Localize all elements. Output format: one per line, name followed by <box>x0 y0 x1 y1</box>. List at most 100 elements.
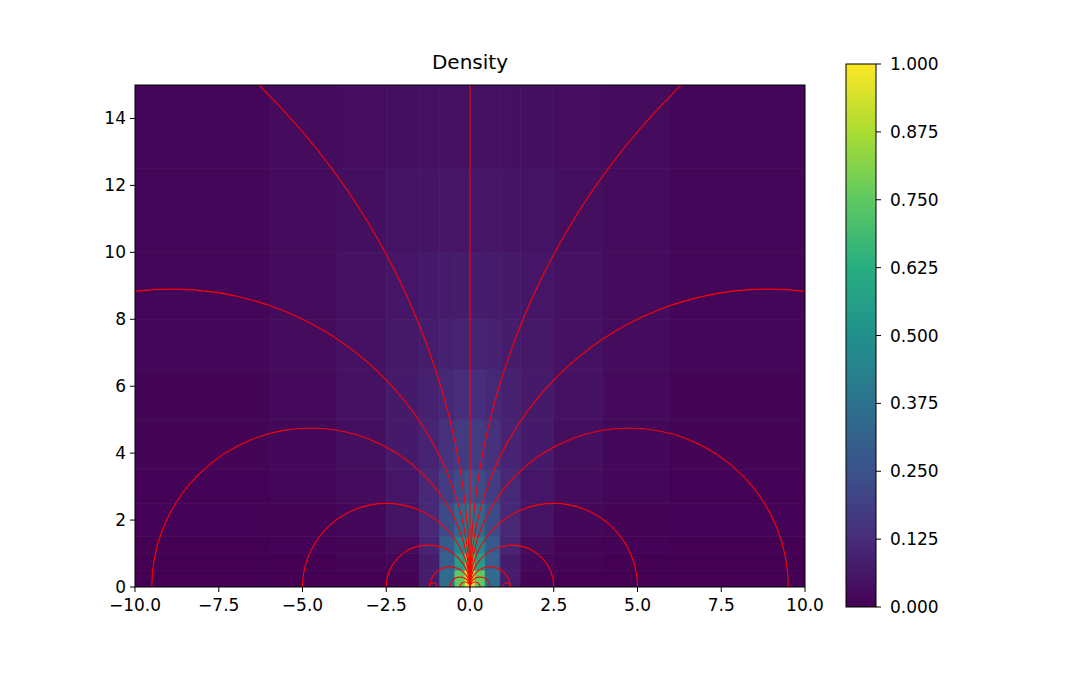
heatmap-cell <box>135 169 269 253</box>
heatmap-cell <box>336 85 386 169</box>
heatmap-cell <box>554 319 604 369</box>
y-tick-label: 8 <box>115 309 126 329</box>
heatmap-cell <box>269 503 336 536</box>
x-tick-label: 7.5 <box>708 595 735 615</box>
x-tick <box>218 587 219 592</box>
heatmap-cell <box>420 319 440 369</box>
heatmap-cell <box>604 85 671 169</box>
heatmap-cell <box>604 169 671 253</box>
field-line <box>135 289 470 587</box>
field-line-vertical <box>469 85 470 587</box>
heatmap-cell <box>269 470 336 503</box>
colorbar-tick-label: 0.125 <box>890 529 939 549</box>
heatmap-cell <box>420 570 440 587</box>
colorbar-tick-label: 0.375 <box>890 393 939 413</box>
x-tick <box>386 587 387 592</box>
heatmap-cell <box>386 252 420 319</box>
heatmap-cell <box>604 470 671 503</box>
heatmap-cell <box>554 420 604 470</box>
heatmap-cell <box>485 503 500 536</box>
heatmap-cell <box>604 503 671 536</box>
heatmap-cell <box>485 537 500 554</box>
colorbar-tick <box>876 403 881 404</box>
heatmap-cell <box>135 570 269 587</box>
colorbar-tick-label: 0.250 <box>890 461 939 481</box>
colorbar-tick <box>876 335 881 336</box>
y-tick-label: 10 <box>104 242 126 262</box>
heatmap-cell <box>475 319 485 369</box>
field-line <box>470 577 490 587</box>
heatmap-cell <box>269 537 336 554</box>
heatmap-cell <box>420 252 440 319</box>
heatmap-cell <box>336 470 386 503</box>
colorbar-frame <box>846 64 876 607</box>
heatmap-cell <box>500 554 520 571</box>
heatmap-cell <box>485 169 500 253</box>
heatmap-cell <box>420 369 440 419</box>
heatmap-cell <box>440 369 455 419</box>
heatmap-cell <box>604 554 671 571</box>
x-tick-label: −2.5 <box>366 595 407 615</box>
heatmap-cell <box>269 420 336 470</box>
colorbar-tick-label: 0.000 <box>890 597 939 617</box>
heatmap-cell <box>386 319 420 369</box>
colorbar-tick <box>876 64 881 65</box>
heatmap-cell <box>386 85 420 169</box>
colorbar-tick-label: 0.625 <box>890 258 939 278</box>
y-tick <box>130 118 135 119</box>
heatmap-cell <box>386 169 420 253</box>
chart-root: −10.0−7.5−5.0−2.50.02.55.07.510.00246810… <box>0 0 1080 675</box>
heatmap-cell <box>520 252 554 319</box>
heatmap-cell <box>455 85 465 169</box>
colorbar-tick <box>876 539 881 540</box>
y-tick <box>130 319 135 320</box>
x-tick-label: 2.5 <box>540 595 567 615</box>
chart-svg: −10.0−7.5−5.0−2.50.02.55.07.510.00246810… <box>0 0 1080 675</box>
y-tick-label: 6 <box>115 376 126 396</box>
heatmap-cell <box>671 169 805 253</box>
background <box>0 0 1080 675</box>
heatmap-cell <box>554 570 604 587</box>
heatmap-cell <box>336 420 386 470</box>
heatmap-cell <box>455 369 465 419</box>
field-line <box>470 567 510 587</box>
field-line <box>503 583 511 587</box>
heatmap-cell <box>520 319 554 369</box>
heatmap-cell <box>386 570 420 587</box>
x-tick <box>553 587 554 592</box>
heatmap-cell <box>455 319 465 369</box>
x-tick-label: 10.0 <box>786 595 824 615</box>
heatmap-cell <box>485 252 500 319</box>
heatmap-cell <box>440 503 455 536</box>
x-tick <box>637 587 638 592</box>
heatmap-cell <box>485 319 500 369</box>
heatmap-cell <box>440 85 455 169</box>
heatmap-cell <box>500 420 520 470</box>
x-tick <box>302 587 303 592</box>
heatmap-cell <box>475 169 485 253</box>
heatmap-cell <box>500 570 520 587</box>
heatmap-cell <box>475 369 485 419</box>
heatmap-cell <box>135 470 269 503</box>
heatmap-cell <box>671 503 805 536</box>
heatmap-cell <box>269 319 336 369</box>
heatmap-cells <box>135 85 805 587</box>
heatmap-cell <box>604 537 671 554</box>
heatmap-cell <box>336 319 386 369</box>
heatmap-cell <box>440 570 455 587</box>
heatmap-cell <box>485 369 500 419</box>
heatmap-cell <box>455 252 465 319</box>
heatmap-cell <box>269 85 336 169</box>
heatmap-cell <box>135 503 269 536</box>
heatmap-cell <box>440 252 455 319</box>
heatmap-cell <box>420 85 440 169</box>
field-line <box>470 428 788 587</box>
heatmap-cell <box>485 85 500 169</box>
field-line <box>303 503 471 587</box>
heatmap-cell <box>671 369 805 419</box>
chart-title: Density <box>432 50 508 74</box>
plot-frame <box>135 85 805 587</box>
heatmap-cell <box>604 420 671 470</box>
y-tick <box>130 520 135 521</box>
heatmap-cell <box>269 169 336 253</box>
